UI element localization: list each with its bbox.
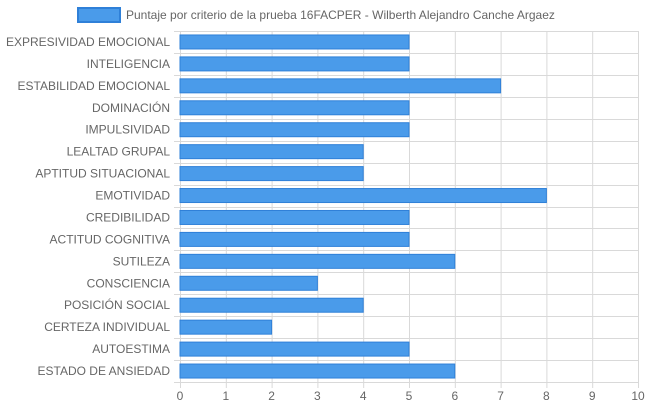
bars [179, 34, 547, 379]
bar[interactable] [179, 209, 410, 225]
x-tick-label: 2 [268, 389, 275, 403]
category-label: ESTADO DE ANSIEDAD [38, 364, 171, 378]
x-tick-label: 1 [222, 389, 229, 403]
category-label: CONSCIENCIA [87, 276, 170, 290]
category-label: SUTILEZA [113, 254, 170, 268]
bar[interactable] [179, 188, 547, 204]
bar[interactable] [179, 122, 410, 138]
category-label: IMPULSIVIDAD [85, 123, 170, 137]
category-label: CREDIBILIDAD [86, 210, 170, 224]
category-label: INTELIGENCIA [87, 57, 170, 71]
bar[interactable] [179, 275, 318, 291]
legend-swatch [77, 7, 121, 23]
category-label: CERTEZA INDIVIDUAL [44, 320, 170, 334]
category-label: POSICIÓN SOCIAL [64, 297, 170, 312]
x-tick-label: 4 [360, 389, 367, 403]
category-label: ACTITUD COGNITIVA [50, 232, 170, 246]
legend[interactable]: Puntaje por criterio de la prueba 16FACP… [77, 7, 555, 23]
x-tick-label: 10 [631, 389, 645, 403]
x-axis-ticks: 0 1 2 3 4 5 6 7 8 9 10 [177, 389, 645, 403]
bar[interactable] [179, 253, 456, 269]
bar[interactable] [179, 363, 456, 379]
bar[interactable] [179, 34, 410, 50]
x-tick-label: 7 [497, 389, 504, 403]
category-label: DOMINACIÓN [92, 100, 170, 115]
bar[interactable] [179, 56, 410, 72]
category-labels: EXPRESIVIDAD EMOCIONAL INTELIGENCIA ESTABI… [6, 35, 170, 378]
bar[interactable] [179, 319, 273, 335]
category-label: AUTOESTIMA [92, 342, 170, 356]
bar[interactable] [179, 166, 364, 182]
legend-label: Puntaje por criterio de la prueba 16FACP… [126, 8, 555, 22]
bar[interactable] [179, 144, 364, 160]
category-label: ESTABILIDAD EMOCIONAL [18, 79, 171, 93]
x-tick-label: 5 [406, 389, 413, 403]
bar[interactable] [179, 78, 502, 94]
category-label: EMOTIVIDAD [95, 189, 170, 203]
x-tick-label: 3 [314, 389, 321, 403]
x-tick-label: 0 [177, 389, 184, 403]
bar[interactable] [179, 231, 410, 247]
category-label: EXPRESIVIDAD EMOCIONAL [6, 35, 170, 49]
category-label: LEALTAD GRUPAL [67, 145, 171, 159]
bar[interactable] [179, 297, 364, 313]
x-tick-label: 9 [589, 389, 596, 403]
bar[interactable] [179, 341, 410, 357]
bar[interactable] [179, 100, 410, 116]
category-label: APTITUD SITUACIONAL [35, 167, 170, 181]
x-tick-label: 8 [543, 389, 550, 403]
x-tick-label: 6 [451, 389, 458, 403]
